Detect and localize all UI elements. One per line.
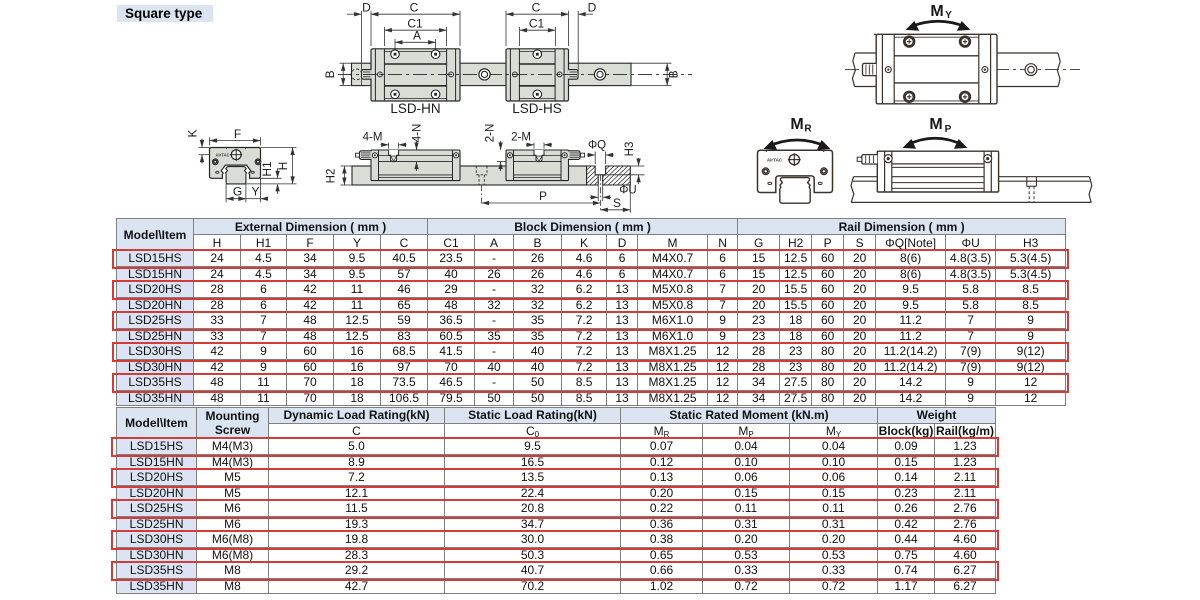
svg-text:P: P xyxy=(539,189,547,203)
svg-text:LSD-HS: LSD-HS xyxy=(512,101,562,116)
svg-text:Y: Y xyxy=(251,184,259,198)
svg-text:D: D xyxy=(588,1,597,15)
svg-text:AirTAC: AirTAC xyxy=(767,157,783,162)
svg-text:LSD-HN: LSD-HN xyxy=(390,101,440,116)
svg-text:K: K xyxy=(186,129,200,137)
svg-text:AirTAC: AirTAC xyxy=(215,152,229,157)
svg-text:4-M: 4-M xyxy=(363,132,383,144)
svg-text:D: D xyxy=(362,1,371,15)
svg-text:C1: C1 xyxy=(407,16,423,30)
svg-text:M: M xyxy=(930,3,943,20)
svg-text:G: G xyxy=(233,184,242,198)
svg-text:H1: H1 xyxy=(260,161,274,177)
svg-text:2-N: 2-N xyxy=(485,124,497,143)
svg-text:B: B xyxy=(667,70,681,78)
svg-text:S: S xyxy=(613,196,621,210)
svg-text:P: P xyxy=(945,124,952,135)
svg-text:A: A xyxy=(413,28,421,42)
svg-text:C: C xyxy=(410,1,419,15)
svg-text:F: F xyxy=(234,127,241,141)
svg-text:C: C xyxy=(532,1,541,15)
svg-text:4-N: 4-N xyxy=(412,124,424,143)
svg-text:H2: H2 xyxy=(326,169,338,184)
svg-text:2-M: 2-M xyxy=(511,132,531,144)
svg-text:C1: C1 xyxy=(529,16,545,30)
svg-text:ΦQ: ΦQ xyxy=(588,140,606,152)
svg-text:B: B xyxy=(323,70,337,78)
svg-text:ΦU: ΦU xyxy=(619,185,636,197)
svg-text:H: H xyxy=(276,162,290,171)
svg-text:R: R xyxy=(804,124,812,135)
svg-text:Y: Y xyxy=(945,10,952,21)
svg-text:H3: H3 xyxy=(624,142,636,157)
svg-text:M: M xyxy=(929,116,942,133)
svg-text:M: M xyxy=(790,116,803,133)
